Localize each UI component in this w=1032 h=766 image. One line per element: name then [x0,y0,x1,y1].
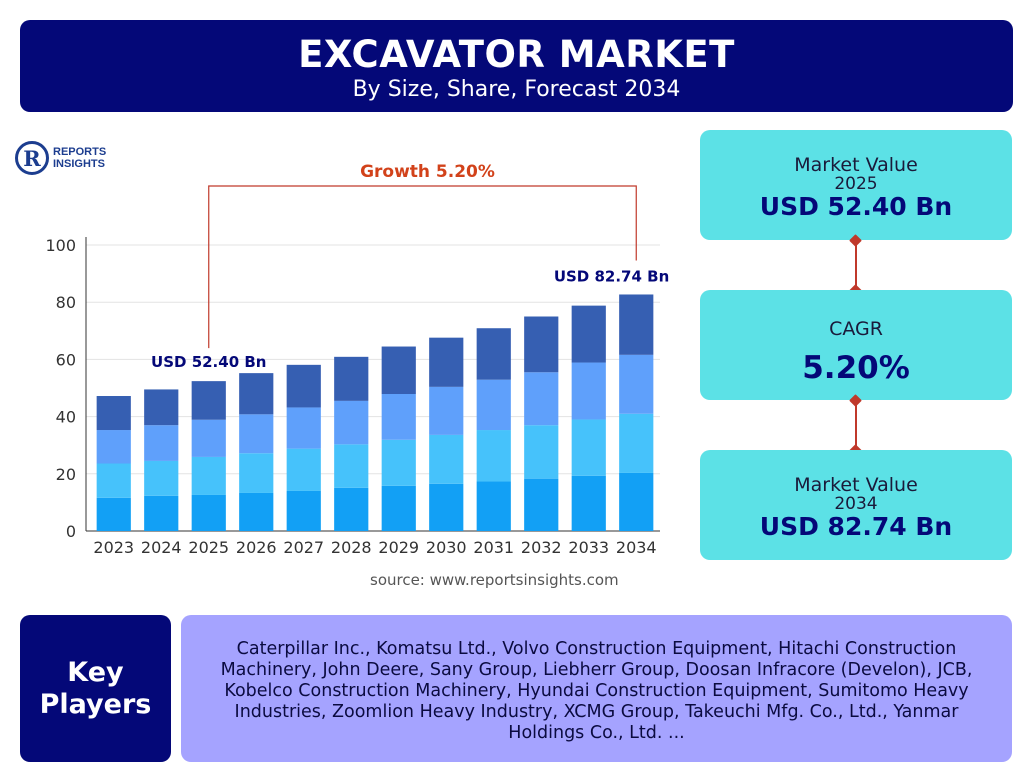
bar-segment [286,364,321,408]
x-tick-label: 2031 [473,538,514,557]
card-year: 2025 [834,174,878,194]
card-connector [855,240,857,290]
cagr-value: 5.20% [802,350,910,386]
market-size-chart: 0 20 40 60 80 100 2023 2024 2025 2026 2027 2028 2029… [45,162,669,557]
title-banner: EXCAVATOR MARKET By Size, Share, Forecas… [20,20,1013,112]
x-tick-label: 2028 [331,538,372,557]
card-connector [855,400,857,450]
x-tick-label: 2025 [188,538,229,557]
growth-label: Growth 5.20% [360,162,495,182]
growth-bracket [208,185,637,349]
bar-segment [381,394,416,440]
key-players-label: Key Players [20,615,171,762]
bar-segment [286,448,321,491]
logo-line-1: REPORTS [53,146,107,158]
bar-segment [476,379,511,431]
bar-segment [286,407,321,449]
bar-segment [334,487,369,531]
bar-segment [524,478,559,531]
bar-segment [96,463,131,498]
bar-segment [571,362,606,420]
bar-segment [144,495,179,531]
y-tick-label: 80 [56,293,76,312]
bar-segment [144,460,179,496]
card-value: USD 82.74 Bn [759,512,953,541]
x-tick-label: 2030 [426,538,467,557]
logo-mark-icon: R [15,141,49,175]
bar-segment [239,414,274,454]
end-value-label: USD 82.74 Bn [554,267,669,285]
bar-segment [144,389,179,426]
bar-segment [619,354,654,414]
card-year: 2034 [834,494,878,514]
bar-segment [476,328,511,380]
bar-segment [476,430,511,482]
bar-segment [571,419,606,476]
bar-segment [476,481,511,531]
bar-segment [381,485,416,531]
bar-segment [96,430,131,464]
x-tick-label: 2024 [141,538,182,557]
y-tick-label: 60 [56,350,76,369]
x-tick-label: 2023 [93,538,134,557]
key-players-label-line-1: Key [67,656,124,688]
x-tick-label: 2029 [378,538,419,557]
bar-segment [524,372,559,426]
card-label: Market Value [794,474,918,496]
source-note: source: www.reportsinsights.com [370,571,619,589]
bar-segment [286,490,321,531]
reports-insights-logo: R REPORTS INSIGHTS [15,141,106,175]
card-label: Market Value [794,154,918,176]
bar-segment [524,425,559,479]
key-players-list: Caterpillar Inc., Komatsu Ltd., Volvo Co… [181,615,1012,762]
y-tick-label: 0 [66,522,76,541]
bar-segment [429,434,464,484]
bar-segment [571,475,606,531]
logo-text: REPORTS INSIGHTS [53,146,106,170]
start-value-label: USD 52.40 Bn [151,353,266,371]
x-tick-label: 2027 [283,538,324,557]
card-value: USD 52.40 Bn [759,192,953,221]
y-tick-label: 100 [45,236,76,255]
bar-segment [191,494,226,531]
bar-segment [334,444,369,488]
bar-segment [381,346,416,395]
bar-segment [96,396,131,431]
x-tick-label: 2032 [521,538,562,557]
x-tick-label: 2034 [616,538,657,557]
bar-segment [571,305,606,363]
page-subtitle: By Size, Share, Forecast 2034 [352,77,681,102]
bar-segment [524,316,559,373]
market-value-2034-card: Market Value 2034 USD 82.74 Bn [700,450,1012,560]
bar-segment [96,497,131,531]
bar-segment [334,400,369,445]
y-tick-label: 40 [56,408,76,427]
x-tick-label: 2033 [568,538,609,557]
x-tick-label: 2026 [236,538,277,557]
cagr-card: CAGR 5.20% [700,290,1012,400]
bar-segment [381,439,416,486]
bar-segment [619,413,654,473]
logo-line-2: INSIGHTS [53,158,105,170]
card-label: CAGR [829,318,883,340]
bar-segment [239,492,274,531]
bar-segment [239,453,274,493]
page-title: EXCAVATOR MARKET [298,33,735,76]
market-value-2025-card: Market Value 2025 USD 52.40 Bn [700,130,1012,240]
bar-segment [429,386,464,435]
bar-segment [144,425,179,461]
bar-segment [191,419,226,457]
bar-segment [619,294,654,355]
bar-segment [429,483,464,531]
bar-segment [619,472,654,531]
bar-segment [429,337,464,387]
y-tick-label: 20 [56,465,76,484]
bar-segment [191,456,226,495]
key-players-label-line-2: Players [39,688,152,720]
bar-segment [239,373,274,415]
bar-segment [191,381,226,420]
bar-segment [334,356,369,401]
